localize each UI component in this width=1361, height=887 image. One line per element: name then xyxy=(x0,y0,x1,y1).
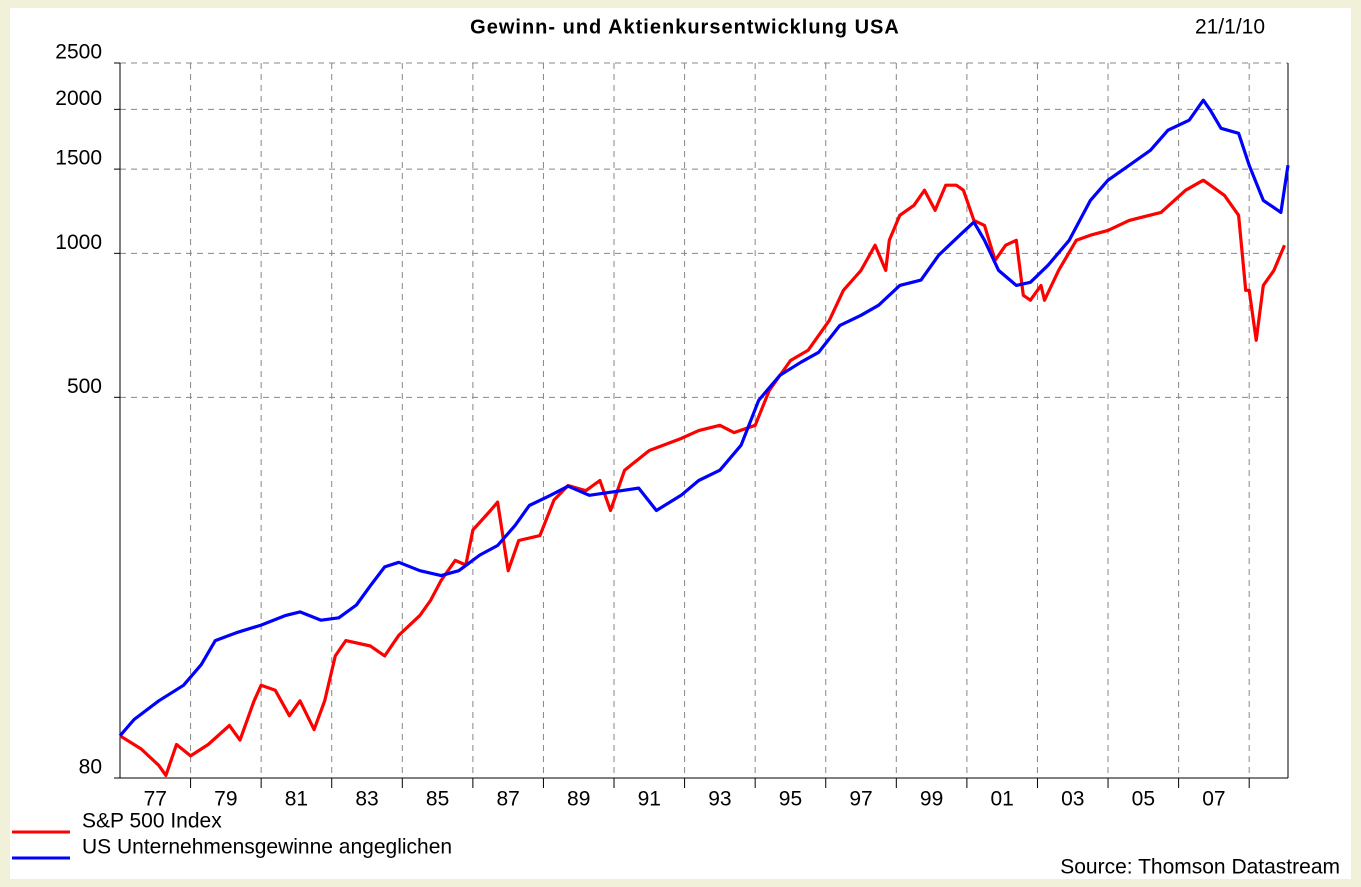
x-tick-label: 07 xyxy=(1202,788,1225,811)
y-tick-label: 80 xyxy=(79,756,102,779)
x-tick-label: 89 xyxy=(567,788,590,811)
legend-label: US Unternehmensgewinne angeglichen xyxy=(82,836,452,859)
y-tick-label: 1000 xyxy=(55,231,102,254)
x-tick-label: 03 xyxy=(1061,788,1084,811)
x-tick-label: 99 xyxy=(920,788,943,811)
chart-title: Gewinn- und Aktienkursentwicklung USA xyxy=(470,16,900,38)
chart-background xyxy=(10,8,1351,879)
x-tick-label: 91 xyxy=(638,788,661,811)
x-tick-label: 79 xyxy=(214,788,237,811)
x-tick-label: 77 xyxy=(144,788,167,811)
y-tick-label: 1500 xyxy=(55,147,102,170)
chart-date: 21/1/10 xyxy=(1195,16,1265,39)
x-tick-label: 93 xyxy=(708,788,731,811)
x-tick-label: 83 xyxy=(355,788,378,811)
y-tick-label: 2000 xyxy=(55,87,102,110)
y-tick-label: 500 xyxy=(67,375,102,398)
y-tick-label: 2500 xyxy=(55,41,102,64)
x-tick-label: 05 xyxy=(1132,788,1155,811)
x-tick-label: 87 xyxy=(496,788,519,811)
series-line xyxy=(118,98,1290,737)
x-tick-label: 85 xyxy=(426,788,449,811)
source-note: Source: Thomson Datastream xyxy=(1060,856,1340,879)
x-tick-label: 95 xyxy=(779,788,802,811)
series-line xyxy=(119,178,1286,777)
x-tick-label: 01 xyxy=(990,788,1013,811)
legend-label: S&P 500 Index xyxy=(82,810,222,833)
x-tick-label: 81 xyxy=(285,788,308,811)
x-tick-label: 97 xyxy=(849,788,872,811)
